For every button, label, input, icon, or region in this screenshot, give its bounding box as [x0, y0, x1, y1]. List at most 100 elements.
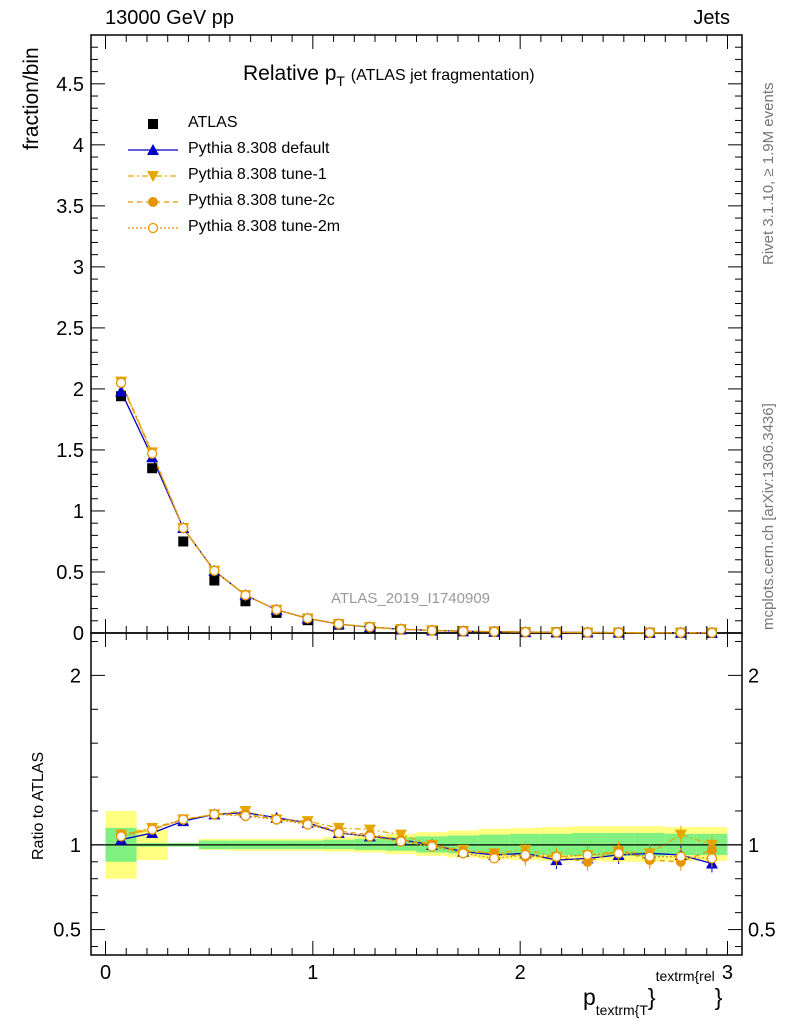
header-left-label: 13000 GeV pp [105, 7, 234, 29]
ratio-point-pythia-8-308-tune-2m [551, 851, 562, 862]
main-point-atlas [209, 575, 220, 586]
legend-label-tune2c: Pythia 8.308 tune-2c [188, 192, 335, 209]
ratio-point-pythia-8-308-tune-2m [706, 853, 718, 864]
ratio-point-pythia-8-308-tune-2m [457, 848, 469, 859]
x-tick-label: 0 [100, 962, 111, 984]
main-point-pythia-8-308-tune-2m [240, 590, 251, 601]
ratio-point-pythia-8-308-tune-2m [395, 836, 407, 847]
ratio-line-pythia-8-308-tune-2m [120, 813, 712, 860]
legend-marker-atlas [148, 119, 158, 129]
legend-marker-pythia-8-308-default [147, 144, 159, 155]
legend-marker-pythia-8-308-tune-2m [147, 222, 159, 234]
ratio-point-pythia-8-308-tune-2m [271, 814, 282, 825]
legend-marker-pythia-8-308-tune-1 [147, 171, 159, 182]
ratio-y-tick-label-right: 1 [748, 835, 759, 857]
main-y-tick-label: 4.5 [56, 74, 84, 96]
main-point-pythia-8-308-tune-2m [706, 627, 718, 638]
x-tick-label: 2 [515, 962, 526, 984]
main-point-pythia-8-308-tune-2m [178, 522, 189, 534]
x-tick-label: 3 [722, 962, 733, 984]
main-point-pythia-8-308-tune-2m [364, 621, 376, 633]
ratio-point-pythia-8-308-tune-2m [209, 809, 220, 820]
main-y-tick-label: 0.5 [56, 562, 84, 584]
main-y-tick-label: 2.5 [56, 318, 84, 340]
legend-label-tune1: Pythia 8.308 tune-1 [188, 166, 327, 183]
main-point-pythia-8-308-tune-2m [302, 613, 313, 624]
main-point-pythia-8-308-tune-2m [271, 604, 282, 615]
main-y-tick-label: 2 [73, 379, 84, 401]
x-axis-label-superscript: textrm{rel [655, 968, 715, 984]
ratio-point-pythia-8-308-tune-1 [674, 829, 687, 841]
x-axis-label: ptextrm{T}textrm{rel} [583, 968, 723, 1018]
main-y-axis-label: fraction/bin [20, 47, 43, 150]
ratio-point-pythia-8-308-tune-2m [644, 851, 655, 862]
x-axis-label-main: p [583, 984, 596, 1010]
ratio-point-pythia-8-308-tune-2m [613, 848, 624, 859]
ratio-y-tick-label: 2 [70, 665, 81, 687]
legend-label-atlas: ATLAS [188, 114, 238, 131]
main-point-atlas [147, 463, 158, 474]
x-axis-label-subscript: textrm{T [595, 1002, 648, 1018]
main-point-pythia-8-308-default [115, 385, 128, 397]
main-point-pythia-8-308-tune-2m [115, 377, 127, 388]
plot-title-subscript: T [336, 73, 345, 89]
main-point-pythia-8-308-tune-2m [209, 565, 220, 576]
main-y-tick-label: 0 [73, 623, 84, 645]
ratio-y-tick-label-right: 2 [748, 665, 759, 687]
main-point-pythia-8-308-tune-2m [551, 627, 562, 638]
x-tick-label: 1 [307, 962, 318, 984]
ratio-point-pythia-8-308-tune-2m [364, 831, 376, 842]
ratio-point-pythia-8-308-tune-2m [178, 814, 189, 825]
main-point-pythia-8-308-tune-2m [675, 627, 686, 638]
series-markers [115, 376, 718, 873]
analysis-watermark: ATLAS_2019_I1740909 [331, 590, 491, 607]
main-y-tick-label: 1 [73, 501, 84, 523]
ratio-point-pythia-8-308-tune-2m [333, 827, 344, 839]
main-point-pythia-8-308-tune-2m [395, 624, 407, 635]
ratio-point-pythia-8-308-tune-2m [675, 851, 686, 862]
main-point-pythia-8-308-tune-2m [333, 618, 344, 630]
main-point-pythia-8-308-tune-2m [147, 448, 158, 459]
ratio-point-pythia-8-308-tune-2m [240, 810, 251, 822]
ratio-point-pythia-8-308-tune-2m [520, 849, 531, 861]
ratio-plot-frame [90, 632, 743, 956]
x-axis-label-sup-brace: } [714, 984, 723, 1010]
main-point-pythia-8-308-tune-2m [582, 627, 593, 638]
plot-title-main: Relative p [243, 62, 337, 85]
main-point-atlas [240, 596, 251, 607]
main-point-atlas [178, 536, 189, 547]
plot-title-note: (ATLAS jet fragmentation) [350, 67, 535, 84]
main-y-tick-label: 4 [73, 135, 84, 157]
ratio-point-pythia-8-308-tune-2m [147, 824, 158, 835]
ratio-y-tick-label-right: 0.5 [748, 920, 776, 942]
ratio-point-pythia-8-308-tune-2m [582, 849, 593, 861]
main-point-pythia-8-308-tune-2m [489, 626, 500, 637]
plot-title: Relative pT (ATLAS jet fragmentation) [243, 62, 535, 89]
main-point-pythia-8-308-tune-2m [426, 625, 438, 636]
ratio-point-pythia-8-308-tune-2m [489, 853, 500, 864]
x-axis-label-brace: } [647, 984, 656, 1010]
series-lines [120, 381, 713, 865]
ratio-y-axis-label: Ratio to ATLAS [30, 751, 47, 860]
main-y-tick-label: 1.5 [56, 440, 84, 462]
rivet-info-label: Rivet 3.1.10, ≥ 1.9M events [760, 82, 777, 266]
legend-label-tune2m: Pythia 8.308 tune-2m [188, 218, 341, 235]
ratio-point-pythia-8-308-tune-2m [115, 831, 127, 842]
main-point-pythia-8-308-tune-2m [457, 626, 469, 637]
main-point-pythia-8-308-tune-2m [644, 627, 655, 638]
main-point-pythia-8-308-tune-2m [613, 627, 624, 638]
main-y-tick-label: 3 [73, 257, 84, 279]
legend-markers [128, 119, 178, 234]
axis-ticks: 0 1 2 3 0 0.5 1 1.5 2 2.5 3 3.5 4 4.5 0.5 0.5 1 1 2 2 [53, 34, 776, 984]
header-right-label: Jets [693, 7, 730, 29]
ratio-point-pythia-8-308-tune-2m [426, 841, 438, 852]
ratio-point-pythia-8-308-tune-2m [302, 819, 313, 830]
legend-label-default: Pythia 8.308 default [188, 140, 330, 157]
legend-marker-pythia-8-308-tune-2c [148, 197, 158, 207]
ratio-y-tick-label: 1 [70, 835, 81, 857]
main-point-pythia-8-308-tune-2m [520, 626, 531, 638]
mcplots-info-label: mcplots.cern.ch [arXiv:1306.3436] [760, 403, 777, 630]
main-y-tick-label: 3.5 [56, 196, 84, 218]
ratio-y-tick-label: 0.5 [53, 920, 81, 942]
